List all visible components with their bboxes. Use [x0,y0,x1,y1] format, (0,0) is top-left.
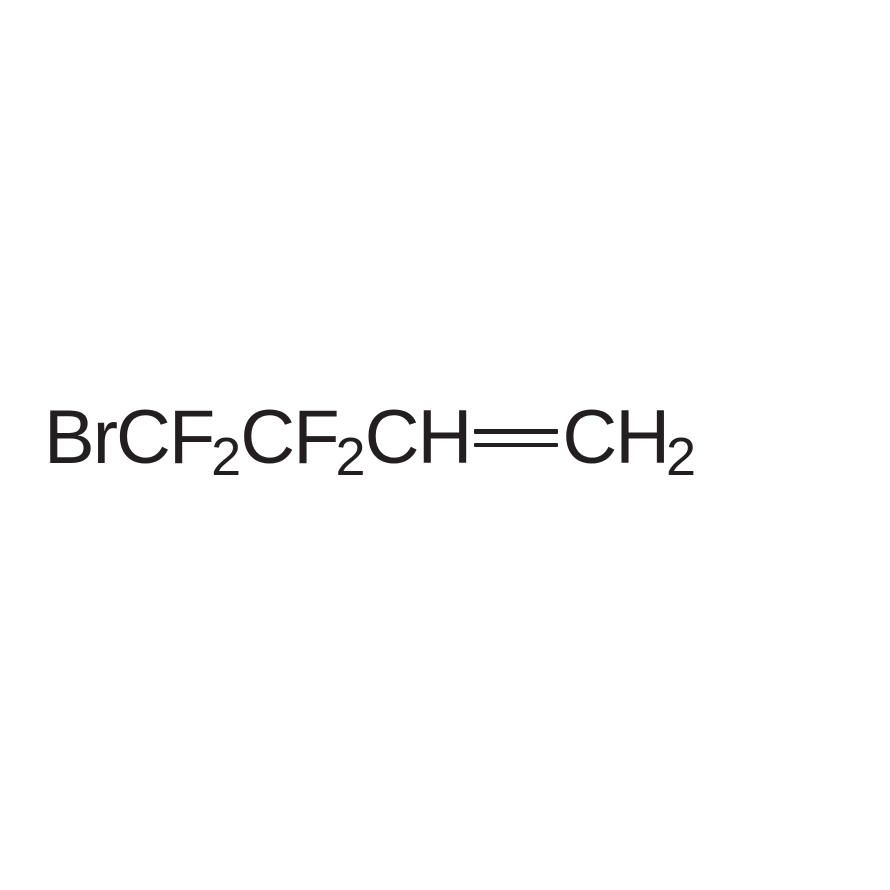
subscript: 2 [211,430,239,484]
atom-label: Br [44,400,116,476]
subscript: 2 [335,430,363,484]
double-bond [474,429,558,447]
atom-label: F [293,400,337,476]
chemical-formula: BrCF2CF2CHCH2 [44,400,695,476]
atom-label: C [562,400,615,476]
atom-label: C [240,400,293,476]
subscript: 2 [666,430,694,484]
canvas: BrCF2CF2CHCH2 [0,0,890,890]
atom-label: C [365,400,418,476]
atom-label: C [116,400,169,476]
atom-label: F [169,400,213,476]
atom-label: H [615,400,668,476]
atom-label: H [417,400,470,476]
